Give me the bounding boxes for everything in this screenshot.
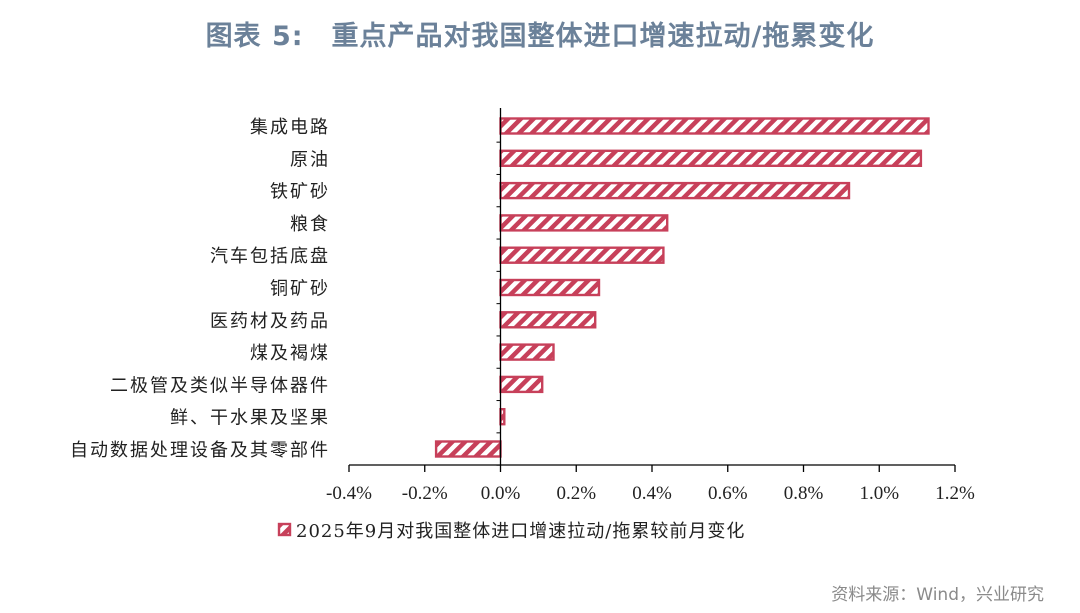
- source-note: 资料来源：Wind，兴业研究: [831, 585, 1044, 605]
- bar-5: [499, 278, 601, 297]
- legend-label: 2025年9月对我国整体进口增速拉动/拖累较前月变化: [296, 521, 745, 542]
- category-label-10: 自动数据处理设备及其零部件: [70, 440, 330, 461]
- legend-swatch: [277, 522, 292, 537]
- value-axis-label-1: -0.2%: [402, 483, 448, 504]
- bar-8: [499, 375, 544, 394]
- bar-4: [499, 246, 665, 264]
- category-label-0: 集成电路: [250, 117, 330, 138]
- value-axis-label-0: -0.4%: [326, 483, 372, 504]
- bar-10: [434, 440, 502, 458]
- bar-7: [499, 343, 555, 361]
- value-axis-label-4: 0.4%: [632, 483, 672, 504]
- chart-title-prefix: 图表 5:: [205, 21, 304, 52]
- bar-1: [499, 149, 923, 168]
- bar-3: [499, 214, 669, 232]
- bar-6: [499, 311, 597, 329]
- value-axis-label-3: 0.2%: [556, 483, 596, 504]
- plot-area: 集成电路原油铁矿砂粮食汽车包括底盘铜矿砂医药材及药品煤及褐煤二极管及类似半导体器…: [70, 108, 975, 542]
- category-label-3: 粮食: [290, 214, 330, 235]
- category-label-5: 铜矿砂: [270, 279, 330, 300]
- category-label-1: 原油: [290, 149, 330, 170]
- category-label-6: 医药材及药品: [210, 311, 330, 332]
- category-label-2: 铁矿砂: [270, 182, 330, 203]
- category-label-9: 鲜、干水果及坚果: [170, 408, 330, 429]
- value-axis-label-6: 0.8%: [784, 483, 824, 504]
- bar-0: [499, 117, 930, 135]
- value-axis-label-7: 1.0%: [859, 483, 899, 504]
- chart-title-text: 重点产品对我国整体进口增速拉动/拖累变化: [331, 21, 875, 52]
- value-axis-label-2: 0.0%: [481, 483, 521, 504]
- chart-title: 图表 5: 重点产品对我国整体进口增速拉动/拖累变化: [0, 14, 1080, 53]
- bar-2: [499, 181, 851, 200]
- category-label-8: 二极管及类似半导体器件: [110, 375, 330, 396]
- category-label-7: 煤及褐煤: [250, 343, 330, 364]
- value-axis-label-8: 1.2%: [935, 483, 975, 504]
- category-label-4: 汽车包括底盘: [210, 246, 330, 267]
- value-axis-label-5: 0.6%: [708, 483, 748, 504]
